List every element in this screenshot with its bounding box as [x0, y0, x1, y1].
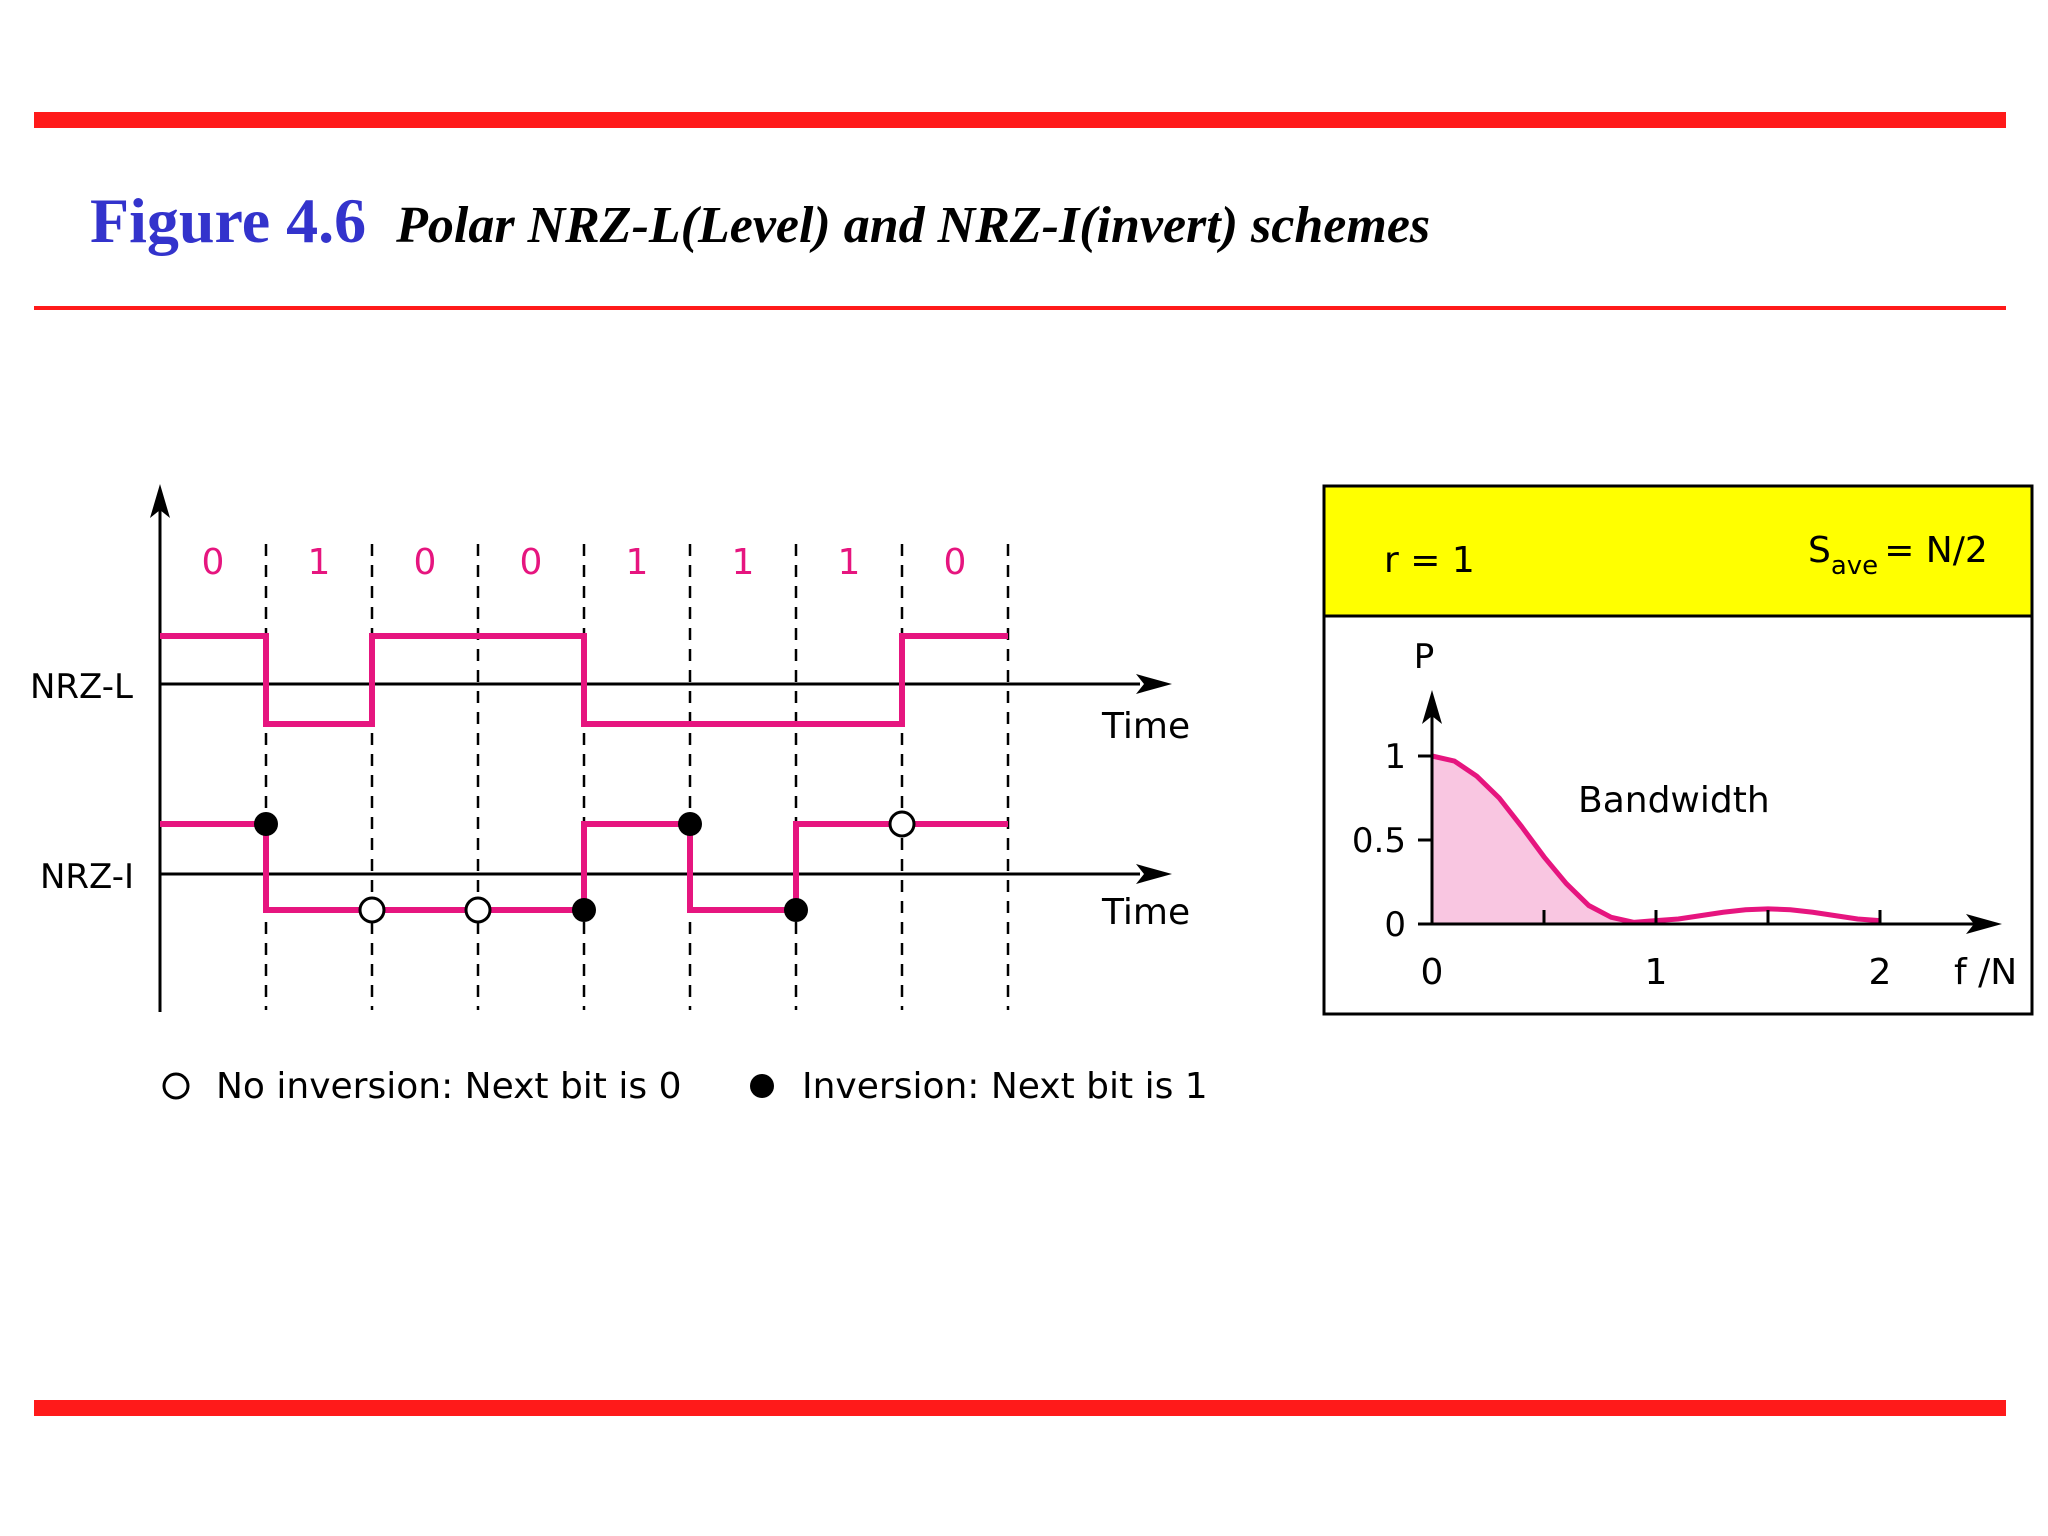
- spectrum-ticks: 1 0.5 00 1 2: [1352, 737, 1892, 993]
- spectrum-header-panel: [1322, 484, 2034, 618]
- inversion-legend-icon: [750, 1074, 774, 1098]
- bandwidth-area: [1432, 756, 1656, 924]
- r-value-label: r = 1: [1384, 540, 1475, 581]
- inversion-markers: [254, 810, 916, 924]
- bit-label: 0: [202, 542, 225, 583]
- nrz-l-time-arrow-icon: [1136, 674, 1172, 694]
- bandwidth-label: Bandwidth: [1578, 780, 1770, 821]
- no-inversion-legend-text: No inversion: Next bit is 0: [216, 1066, 681, 1107]
- x-tick-label: 1: [1645, 952, 1668, 993]
- bit-dividers: [264, 544, 1010, 1010]
- bit-label: 0: [520, 542, 543, 583]
- inversion-marker: [784, 898, 808, 922]
- figure-number: Figure 4.6: [90, 185, 367, 256]
- inversion-legend-text: Inversion: Next bit is 1: [802, 1066, 1208, 1107]
- inversion-marker: [254, 812, 278, 836]
- x-tick-label: 0: [1421, 952, 1444, 993]
- bit-label: 1: [838, 542, 861, 583]
- figure-title: Figure 4.6 Polar NRZ-L(Level) and NRZ-I(i…: [90, 184, 1430, 274]
- bit-label: 0: [414, 542, 437, 583]
- bit-label: 1: [308, 542, 331, 583]
- x-axis-label-fn: f /N: [1954, 952, 2017, 993]
- no-inversion-marker: [464, 896, 492, 924]
- nrz-l-label: NRZ-L: [30, 667, 133, 707]
- nrz-i-time-label: Time: [1101, 892, 1190, 933]
- y-tick-label: 0: [1384, 905, 1406, 945]
- no-inversion-marker: [888, 810, 916, 838]
- nrz-i-waveform: [160, 821, 1008, 913]
- top-red-rule: [34, 112, 2006, 128]
- x-tick-label: 2: [1869, 952, 1892, 993]
- nrz-l-time-label: Time: [1101, 706, 1190, 747]
- figure-caption: Polar NRZ-L(Level) and NRZ-I(invert) sch…: [396, 197, 1431, 254]
- bottom-red-rule: [34, 1400, 2006, 1416]
- y-tick-label: 1: [1384, 737, 1406, 777]
- bit-label: 0: [944, 542, 967, 583]
- inversion-marker: [572, 898, 596, 922]
- bit-labels: 0 1 0 0 1 1 1 0: [202, 542, 967, 583]
- no-inversion-legend-icon: [162, 1072, 190, 1100]
- y-tick-label: 0.5: [1352, 821, 1406, 861]
- y-axis-label-p: P: [1414, 637, 1435, 677]
- inversion-marker: [678, 812, 702, 836]
- spectrum-y-axis-arrow-icon: [1422, 690, 1442, 724]
- bit-label: 1: [626, 542, 649, 583]
- s-ave-label: Save = N/2: [1808, 530, 1988, 581]
- nrz-i-label: NRZ-I: [40, 857, 134, 897]
- bit-label: 1: [732, 542, 755, 583]
- nrz-l-waveform: [160, 633, 1008, 727]
- nrz-i-time-arrow-icon: [1136, 864, 1172, 884]
- spectrum-x-axis-arrow-icon: [1966, 914, 2002, 934]
- vertical-axis-arrow-icon: [150, 484, 170, 518]
- no-inversion-marker: [358, 896, 386, 924]
- title-underline-rule: [34, 306, 2006, 310]
